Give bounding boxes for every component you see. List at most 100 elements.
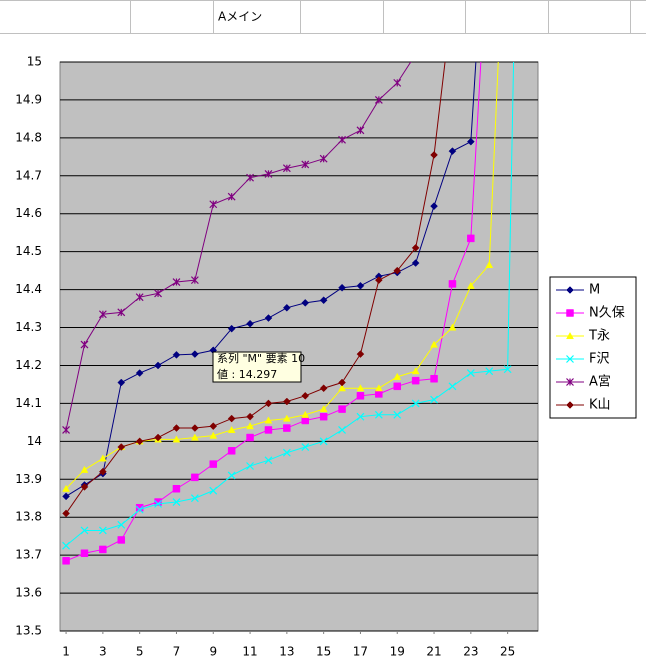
- legend-label: F沢: [589, 352, 609, 367]
- data-point: [301, 391, 310, 400]
- data-point: [135, 437, 144, 446]
- data-point: [99, 467, 107, 476]
- x-tick-label: 15: [316, 645, 331, 659]
- legend-label: T永: [588, 329, 610, 344]
- data-point: [246, 173, 254, 182]
- axes: 13.5 13.6 13.7 13.8 13.9 14 14.1 14.2 14.3 14.4 14…: [15, 55, 515, 659]
- data-point: [430, 340, 438, 348]
- data-point: [209, 431, 218, 439]
- tooltip: 系列 "M" 要素 10 値 : 14.297: [212, 351, 305, 383]
- data-point: [301, 410, 310, 418]
- data-point: [301, 160, 310, 169]
- data-point: [485, 367, 494, 376]
- data-point: [172, 424, 181, 432]
- series-line: [65, 62, 477, 497]
- data-point: [283, 424, 291, 432]
- data-point: [448, 147, 457, 155]
- data-point: [80, 482, 89, 491]
- x-tick-label: 25: [500, 645, 515, 659]
- data-point: [62, 557, 70, 565]
- data-point: [227, 425, 236, 434]
- data-point: [412, 51, 419, 58]
- data-point: [154, 433, 162, 442]
- data-point: [98, 526, 107, 535]
- data-point: [264, 314, 273, 322]
- data-point: [80, 340, 89, 349]
- x-tick-label: 17: [353, 645, 368, 659]
- data-point: [319, 412, 328, 421]
- data-point: [356, 281, 365, 290]
- data-point: [393, 372, 402, 380]
- data-point: [356, 350, 365, 358]
- data-point: [80, 465, 89, 473]
- data-point: [62, 541, 70, 550]
- data-point: [227, 471, 236, 480]
- data-point: [227, 414, 236, 423]
- y-tick-label: 14.5: [15, 244, 42, 258]
- data-point: [430, 202, 438, 211]
- data-point: [135, 293, 144, 302]
- data-point: [190, 494, 199, 503]
- data-point: [466, 369, 475, 377]
- data-point: [172, 278, 181, 286]
- legend-marker: [566, 378, 574, 386]
- x-tick-label: 5: [136, 645, 144, 659]
- data-point: [411, 367, 420, 375]
- data-point: [246, 412, 254, 421]
- y-tick-label: 14.7: [15, 168, 42, 182]
- data-point: [154, 361, 162, 370]
- data-point: [356, 392, 365, 400]
- legend: M N久保 T永 F沢 A宮 K山: [549, 276, 637, 419]
- series-layer: [62, 51, 515, 565]
- data-point: [411, 259, 420, 267]
- data-point: [411, 376, 420, 385]
- data-point: [338, 426, 346, 434]
- data-point: [246, 462, 254, 470]
- data-point: [282, 448, 291, 457]
- data-point: [264, 416, 273, 424]
- tooltip-line: 値 : 14.297: [217, 368, 277, 381]
- data-point: [338, 405, 346, 413]
- y-tick-label: 14: [27, 434, 42, 448]
- data-point: [319, 405, 328, 413]
- data-point: [301, 416, 310, 425]
- data-point: [172, 498, 181, 506]
- data-point: [393, 410, 402, 419]
- data-point: [282, 414, 291, 422]
- data-point: [466, 137, 475, 146]
- legend-marker: [566, 355, 574, 363]
- data-point: [190, 433, 199, 441]
- data-point: [411, 399, 420, 408]
- data-point: [466, 281, 475, 289]
- data-point: [264, 456, 273, 465]
- x-tick-label: 21: [426, 645, 441, 659]
- data-point: [135, 505, 144, 514]
- data-point: [430, 395, 438, 404]
- data-point: [338, 135, 346, 144]
- x-tick-label: 7: [173, 645, 181, 659]
- legend-marker: [566, 286, 574, 294]
- legend-label: A宮: [589, 374, 611, 390]
- data-point: [356, 126, 365, 135]
- data-point: [393, 78, 402, 87]
- legend-label: K山: [589, 398, 611, 413]
- data-point: [374, 96, 383, 104]
- data-point: [393, 266, 402, 275]
- data-point: [301, 299, 310, 307]
- legend-marker: [566, 309, 574, 317]
- data-point: [80, 526, 89, 535]
- series-line: [65, 62, 446, 514]
- data-point: [191, 350, 199, 358]
- data-point: [503, 365, 512, 374]
- data-point: [374, 384, 383, 392]
- y-tick-label: 13.9: [15, 472, 42, 486]
- data-point: [117, 536, 126, 544]
- data-point: [62, 492, 70, 501]
- data-point: [283, 397, 291, 406]
- data-point: [319, 384, 328, 393]
- data-point: [338, 283, 346, 292]
- data-point: [227, 192, 236, 201]
- data-point: [172, 485, 181, 493]
- data-point: [356, 384, 365, 392]
- y-tick-label: 14.8: [15, 130, 42, 144]
